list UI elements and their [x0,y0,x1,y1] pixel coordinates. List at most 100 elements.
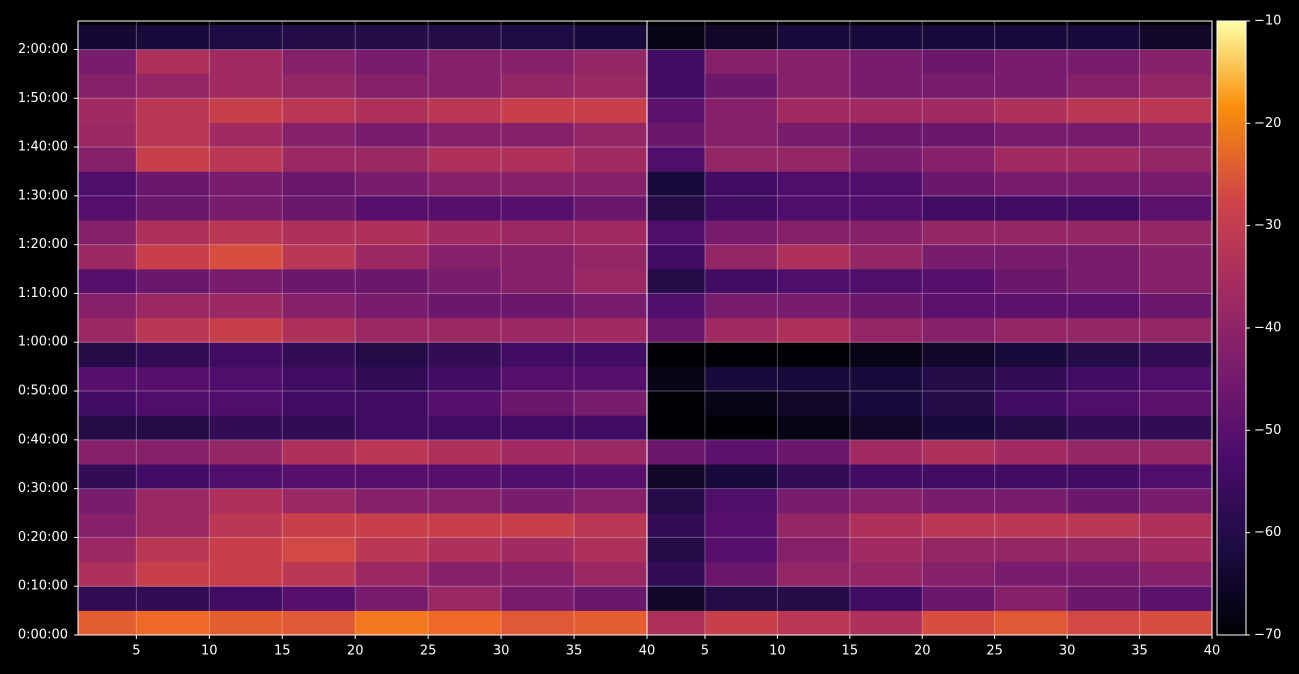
heat-cell [922,561,995,587]
heat-cell [209,244,283,270]
heat-cell [704,342,778,367]
heat-cell [1067,610,1140,636]
heat-cell [209,561,283,587]
heat-cell [849,244,923,270]
heat-cell [136,122,210,148]
heat-cell [994,513,1068,538]
heat-cell [428,25,502,50]
heat-cell [777,195,851,221]
heat-cell [1067,537,1140,563]
colorbar-tick-label: −40 [1254,321,1281,336]
y-tick-label: 1:10:00 [18,286,68,301]
heat-cell [1139,586,1213,611]
heat-cell [136,49,210,75]
heat-cell [209,610,283,636]
heat-cell [209,293,283,319]
heat-cell [1139,98,1213,123]
heat-cell [574,439,648,465]
heat-cell [355,415,429,441]
heat-cell [501,244,575,270]
heat-cell [78,610,137,636]
heat-cell [355,293,429,319]
heat-cell [647,561,706,587]
heat-cell [78,220,137,245]
heat-cell [922,73,995,99]
heat-cell [355,561,429,587]
heat-cell [994,195,1068,221]
heat-cell [136,488,210,514]
heat-cell [777,537,851,563]
colorbar-tick-label: −10 [1254,14,1281,29]
heat-cell [994,244,1068,270]
heat-cell [501,561,575,587]
heat-cell [922,147,995,172]
y-tick-label: 0:40:00 [18,432,68,447]
colorbar-tick-label: −70 [1254,628,1281,643]
heat-cell [501,366,575,392]
heat-cell [777,342,851,367]
heat-cell [922,171,995,197]
heat-cell [136,464,210,489]
heat-cell [355,25,429,50]
heat-cell [574,269,648,294]
heat-cell [428,415,502,441]
heat-cell [78,586,137,611]
heat-cell [501,73,575,99]
heat-cell [209,147,283,172]
heat-cell [647,49,706,75]
heat-cell [994,147,1068,172]
heat-cell [849,49,923,75]
heat-cell [1139,513,1213,538]
heat-cell [849,610,923,636]
heat-cell [501,415,575,441]
heat-cell [647,317,706,343]
heat-cell [501,98,575,123]
heat-cell [78,561,137,587]
heat-cell [136,366,210,392]
heat-cell [574,195,648,221]
heat-cell [647,98,706,123]
heat-cell [355,586,429,611]
heat-cell [1139,537,1213,563]
heat-cell [78,98,137,123]
heat-cell [777,391,851,416]
heat-cell [501,25,575,50]
colorbar-tick-label: −60 [1254,525,1281,540]
heat-cell [704,171,778,197]
heat-cell [428,464,502,489]
heat-cell [1139,488,1213,514]
heat-cell [501,269,575,294]
heat-cell [922,488,995,514]
heat-cell [922,244,995,270]
x-tick-label: 40 [1204,644,1221,659]
heat-cell [501,488,575,514]
heat-cell [78,73,137,99]
heat-cell [574,317,648,343]
heat-cell [922,25,995,50]
heat-cell [704,391,778,416]
heat-cell [78,415,137,441]
heat-cell [282,391,356,416]
heat-cell [78,317,137,343]
heat-cell [1139,439,1213,465]
heat-cell [355,513,429,538]
heat-cell [78,342,137,367]
heat-cell [647,488,706,514]
x-tick-label: 40 [639,644,656,659]
heat-cell [849,73,923,99]
heat-cell [922,610,995,636]
heat-cell [849,391,923,416]
heat-cell [922,122,995,148]
colorbar [1216,20,1247,636]
x-tick-label: 5 [132,644,140,659]
heat-cell [777,586,851,611]
y-tick-label: 0:20:00 [18,530,68,545]
heat-cell [78,49,137,75]
heat-cell [136,98,210,123]
heat-cell [1067,147,1140,172]
heat-cell [922,586,995,611]
heat-cell [282,49,356,75]
heat-cell [355,122,429,148]
heat-cell [994,366,1068,392]
heat-cell [777,439,851,465]
